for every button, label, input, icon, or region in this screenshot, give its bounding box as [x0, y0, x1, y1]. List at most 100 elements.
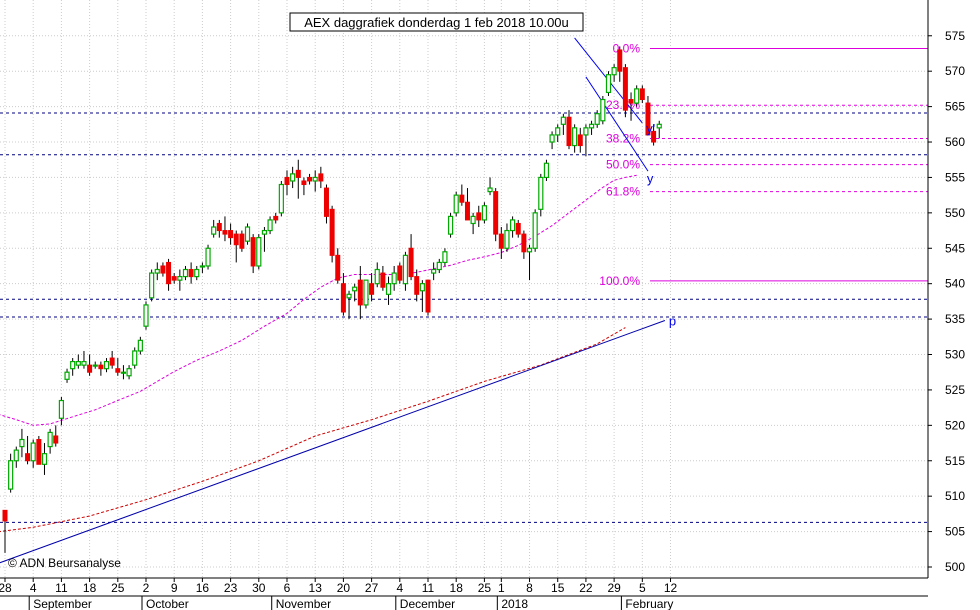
- candle: [81, 350, 87, 369]
- x-tick-label: 11: [55, 581, 68, 595]
- candle: [137, 336, 143, 355]
- candle: [2, 509, 8, 553]
- candle-body: [538, 176, 544, 210]
- candle-body: [600, 98, 606, 122]
- candle-body: [160, 265, 166, 274]
- candle: [611, 64, 617, 82]
- candle-body: [369, 283, 375, 295]
- candle-body: [239, 233, 245, 249]
- candle: [47, 428, 53, 454]
- candle: [216, 219, 222, 238]
- candle: [154, 262, 160, 281]
- candle-body: [656, 123, 662, 129]
- candle-body: [425, 279, 431, 313]
- candle-body: [47, 431, 53, 448]
- candle: [521, 230, 527, 259]
- candle: [526, 244, 533, 281]
- candle-body: [205, 247, 211, 267]
- candle: [132, 347, 138, 369]
- candle-body: [216, 222, 222, 232]
- month-label: December: [400, 597, 455, 610]
- x-tick-label: 4: [396, 581, 403, 595]
- candle: [228, 223, 234, 245]
- x-tick-label: 29: [607, 581, 621, 595]
- candle: [41, 443, 48, 475]
- x-tick-label: 9: [171, 581, 178, 595]
- candle-body: [290, 173, 296, 182]
- candle: [329, 205, 335, 263]
- candle: [295, 159, 301, 199]
- candle-body: [222, 230, 228, 235]
- candle-body: [301, 180, 307, 186]
- candle-body: [617, 49, 623, 72]
- month-label: September: [33, 597, 92, 610]
- candle: [211, 219, 217, 238]
- x-tick-label: 2: [143, 581, 150, 595]
- candle: [199, 262, 205, 274]
- x-tick-label: 12: [664, 581, 678, 595]
- candle-body: [481, 205, 487, 221]
- fib-label-4: 61.8%: [606, 185, 640, 199]
- candle: [357, 265, 363, 320]
- x-tick-label: 18: [450, 581, 464, 595]
- channel-upper-label: y': [646, 121, 655, 136]
- x-tick-label: 5: [639, 581, 646, 595]
- candle-body: [115, 368, 121, 373]
- candle: [194, 265, 200, 281]
- candle-body: [211, 226, 217, 235]
- candle: [103, 358, 110, 373]
- candle-body: [402, 254, 409, 285]
- candle-body: [352, 286, 358, 292]
- x-tick-label: 16: [196, 581, 210, 595]
- candle-body: [588, 123, 595, 129]
- candle: [75, 354, 81, 369]
- candle-body: [594, 113, 600, 125]
- x-tick-label: 18: [83, 581, 97, 595]
- candle: [622, 64, 628, 118]
- y-tick-label-565: 565: [945, 100, 965, 114]
- x-tick-label: 1: [498, 581, 505, 595]
- candle-body: [199, 265, 205, 268]
- candle-body: [476, 212, 482, 221]
- candle: [36, 435, 42, 465]
- candle-body: [436, 261, 442, 271]
- candle: [431, 262, 437, 281]
- candle: [481, 202, 487, 224]
- moving-average-long: [0, 327, 626, 532]
- x-tick-label: 4: [30, 581, 37, 595]
- candle-body: [385, 283, 392, 295]
- candle-body: [340, 283, 346, 313]
- candle-body: [92, 364, 98, 367]
- candle-body: [228, 230, 234, 239]
- candle-body: [64, 371, 70, 380]
- candle-body: [284, 176, 290, 186]
- candle-body: [374, 268, 380, 285]
- candle-body: [543, 162, 550, 179]
- fib-label-3: 50.0%: [606, 158, 640, 172]
- candle-body: [521, 233, 527, 253]
- y-tick-label-540: 540: [945, 277, 965, 291]
- x-tick-label: 13: [309, 581, 323, 595]
- candle: [543, 159, 550, 181]
- candle-body: [532, 212, 538, 249]
- candle: [639, 85, 645, 104]
- candle: [504, 223, 510, 252]
- candle: [182, 265, 189, 281]
- candle: [397, 262, 403, 284]
- candle: [656, 120, 662, 139]
- chart-title-box: AEX daggrafiek donderdag 1 feb 2018 10.0…: [289, 12, 584, 32]
- candle-body: [363, 279, 369, 306]
- candle-body: [171, 276, 177, 281]
- candle: [391, 265, 397, 291]
- candle-body: [25, 453, 31, 462]
- x-tick-label: 6: [284, 581, 291, 595]
- candle-body: [414, 276, 420, 295]
- candle: [487, 177, 493, 196]
- candle: [385, 276, 392, 305]
- candle: [273, 212, 279, 224]
- candle-body: [19, 438, 25, 448]
- candle: [363, 279, 369, 309]
- x-tick-label: 15: [551, 581, 565, 595]
- candle: [318, 166, 324, 189]
- candle-body: [346, 293, 352, 299]
